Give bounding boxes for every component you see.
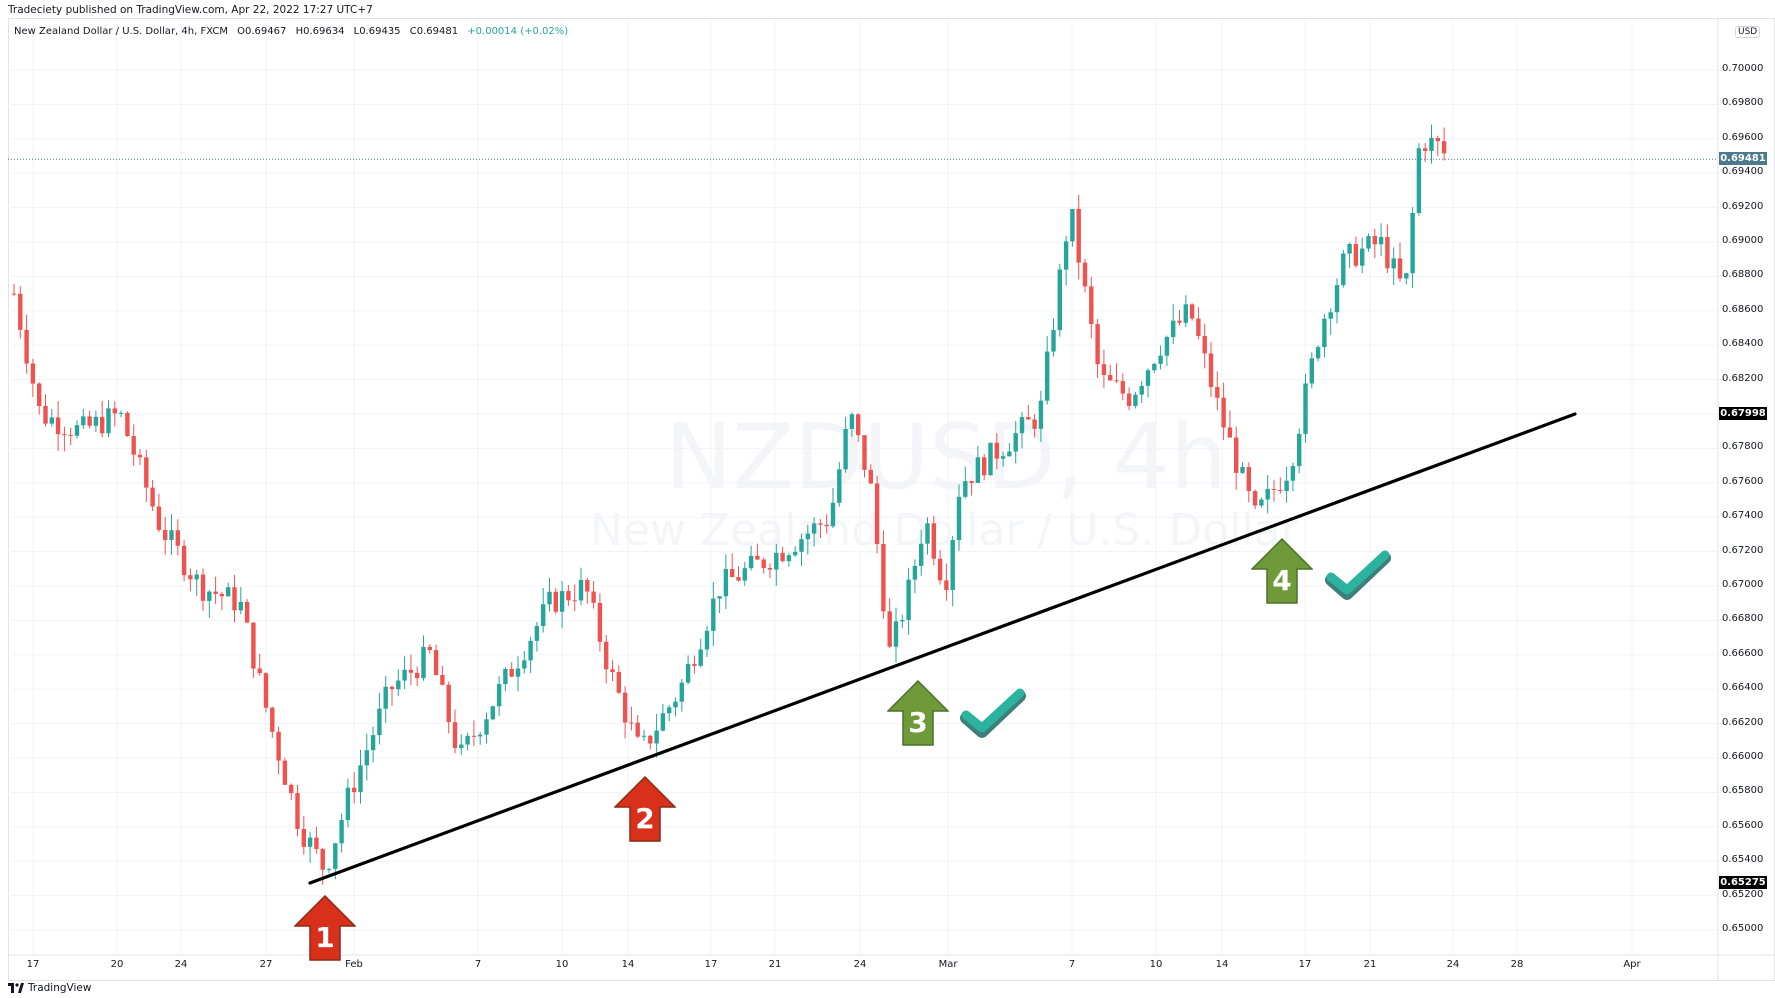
price-label: 0.66600 — [1722, 647, 1764, 659]
time-label: 24 — [174, 959, 188, 970]
time-label: 20 — [110, 959, 124, 970]
price-label: 0.68800 — [1722, 269, 1764, 281]
price-tag: 0.65275 — [1719, 875, 1767, 889]
up-arrow-icon: 2 — [613, 775, 677, 842]
price-label: 0.69400 — [1722, 166, 1764, 178]
time-label: 14 — [1215, 959, 1229, 970]
time-label: 10 — [1149, 959, 1163, 970]
price-label: 0.65400 — [1722, 854, 1764, 866]
arrow-number: 3 — [908, 706, 928, 739]
price-label: 0.69000 — [1722, 235, 1764, 246]
price-label: 0.66800 — [1722, 613, 1764, 625]
price-label: 0.65000 — [1722, 923, 1764, 934]
ohlc-low: L0.69435 — [353, 26, 401, 37]
price-tag: 0.67998 — [1719, 407, 1767, 421]
time-label: 14 — [621, 959, 635, 970]
trendline[interactable] — [308, 412, 1577, 885]
ohlc-high: H0.69634 — [295, 26, 345, 37]
price-label: 0.65200 — [1722, 888, 1764, 900]
time-label: 7 — [1068, 959, 1076, 970]
time-label: 17 — [26, 959, 40, 970]
price-label: 0.67400 — [1722, 510, 1764, 522]
currency-badge[interactable]: USD — [1735, 26, 1761, 38]
price-label: 0.67000 — [1722, 579, 1764, 590]
up-arrow-icon: 3 — [886, 679, 950, 746]
price-label: 0.65800 — [1722, 785, 1764, 797]
ohlc-open: O0.69467 — [237, 26, 287, 37]
time-label: 28 — [1510, 959, 1524, 970]
time-label: Mar — [938, 959, 958, 970]
watermark-description: New Zealand Dollar / U.S. Dollar — [590, 505, 1299, 556]
price-label: 0.68600 — [1722, 303, 1764, 315]
price-label: 0.70000 — [1722, 63, 1764, 74]
checkmark-icon — [960, 688, 1026, 744]
time-label: 7 — [474, 959, 482, 970]
price-label: 0.69800 — [1722, 97, 1764, 109]
time-label: 24 — [853, 959, 867, 970]
price-label: 0.67200 — [1722, 544, 1764, 556]
arrow-number: 2 — [635, 802, 655, 835]
watermark-symbol: NZDUSD, 4h — [665, 405, 1228, 510]
price-label: 0.66400 — [1722, 682, 1764, 694]
time-label: Feb — [345, 959, 363, 970]
ohlc-close: C0.69481 — [409, 26, 459, 37]
tradingview-footer: TradingView — [8, 982, 91, 994]
price-label: 0.67800 — [1722, 441, 1764, 453]
symbol-legend: New Zealand Dollar / U.S. Dollar, 4h, FX… — [14, 26, 574, 37]
time-label: 27 — [259, 959, 273, 970]
up-arrow-icon: 1 — [293, 894, 357, 961]
arrow-number: 4 — [1272, 564, 1292, 597]
price-tag: 0.69481 — [1719, 152, 1767, 166]
price-label: 0.68200 — [1722, 372, 1764, 384]
time-label: 21 — [1363, 959, 1377, 970]
ohlc-change: +0.00014 (+0.02%) — [467, 26, 569, 37]
time-label: 21 — [768, 959, 782, 970]
time-label: 17 — [704, 959, 718, 970]
published-caption: Tradeciety published on TradingView.com,… — [8, 4, 373, 16]
price-label: 0.67600 — [1722, 475, 1764, 487]
time-label: Apr — [1623, 959, 1641, 970]
checkmark-icon — [1325, 550, 1391, 606]
time-label: 17 — [1298, 959, 1312, 970]
price-label: 0.68400 — [1722, 338, 1764, 350]
price-label: 0.69600 — [1722, 131, 1764, 143]
price-label: 0.69200 — [1722, 200, 1764, 212]
price-label: 0.66000 — [1722, 751, 1764, 762]
arrow-number: 1 — [315, 921, 335, 954]
grid-lines — [8, 20, 1718, 955]
tradingview-logo-icon — [8, 983, 24, 993]
candlesticks — [11, 124, 1447, 885]
tradingview-brand: TradingView — [28, 982, 92, 994]
symbol-description: New Zealand Dollar / U.S. Dollar, 4h, FX… — [14, 26, 228, 37]
time-label: 24 — [1446, 959, 1460, 970]
price-label: 0.65600 — [1722, 819, 1764, 831]
price-label: 0.66200 — [1722, 716, 1764, 728]
time-label: 10 — [555, 959, 569, 970]
up-arrow-icon: 4 — [1250, 537, 1314, 604]
